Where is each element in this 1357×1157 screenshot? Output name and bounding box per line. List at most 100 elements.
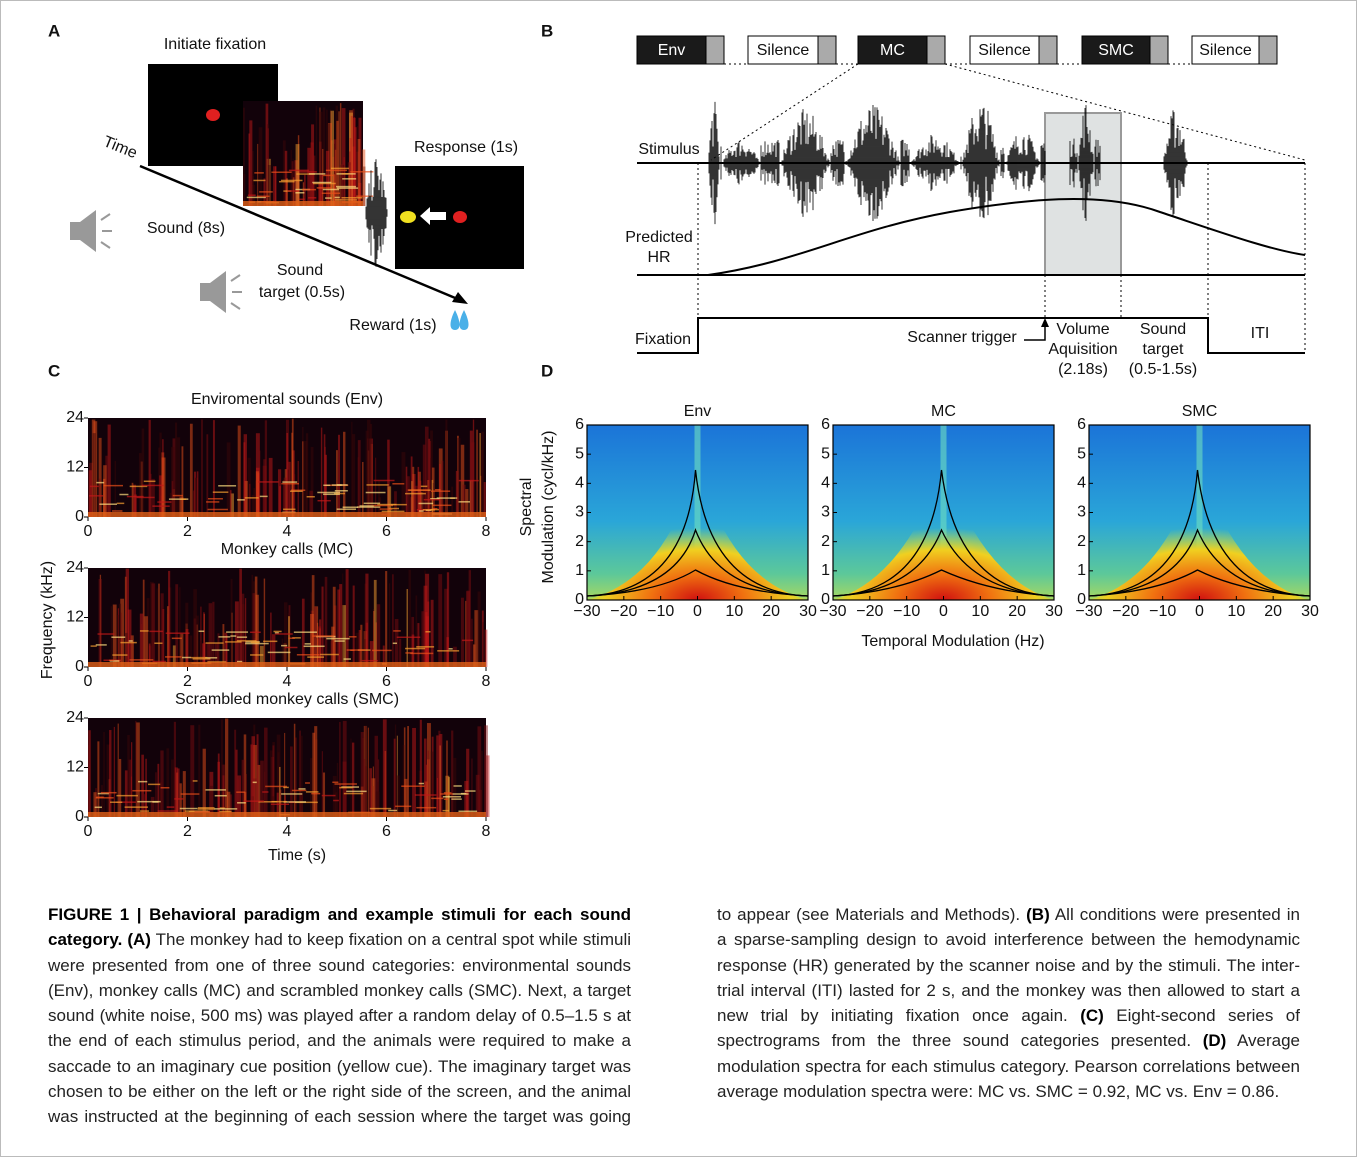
spectrogram-texture	[430, 751, 435, 817]
spectrogram-texture	[405, 492, 426, 495]
spectrogram-texture	[369, 641, 374, 667]
spectrogram-texture	[159, 475, 163, 517]
y-tick-label: 0	[575, 591, 584, 608]
spectrogram-texture	[410, 652, 434, 655]
spectrogram-texture	[305, 791, 319, 793]
spectrogram-texture	[360, 624, 363, 667]
block-tail	[1258, 35, 1278, 65]
spectrogram-texture	[458, 810, 478, 813]
spectrogram-texture	[198, 724, 201, 817]
contour	[1088, 469, 1311, 597]
spectrogram-texture	[320, 653, 339, 656]
spectrogram-texture	[291, 489, 306, 491]
spectrogram-texture	[423, 738, 427, 817]
spectrogram-texture	[111, 636, 126, 638]
spectrogram-texture	[279, 486, 281, 517]
spectrogram-texture	[196, 471, 199, 517]
spectrogram-texture	[148, 419, 151, 517]
spectrogram-texture	[394, 724, 397, 817]
spectrogram-texture	[236, 791, 245, 793]
panel-label: D	[541, 361, 553, 380]
spectrogram-texture	[430, 490, 451, 492]
y-tick-label: 5	[575, 445, 584, 462]
spectrogram-texture	[94, 806, 102, 809]
spectrogram-texture	[312, 181, 332, 184]
axis-label: Frequency (kHz)	[39, 561, 56, 679]
spectrogram-texture	[453, 785, 462, 787]
spectrogram-texture	[169, 492, 172, 517]
spectrogram-texture	[250, 631, 261, 634]
x-tick-label: 0	[693, 603, 702, 620]
spectrogram-texture	[436, 777, 438, 817]
spectrogram-texture	[185, 629, 189, 667]
x-tick-label: 20	[762, 603, 780, 620]
label: Predicted	[625, 229, 693, 246]
spectrogram-texture	[407, 726, 409, 817]
spectrogram-texture	[466, 590, 470, 667]
label: Sound (8s)	[147, 220, 225, 237]
spectrogram-texture	[290, 746, 293, 817]
spectrogram-texture	[351, 742, 355, 817]
waveform	[365, 159, 388, 267]
spectrogram-texture	[322, 772, 326, 817]
spectrogram-texture	[271, 796, 275, 817]
block-tail	[1149, 35, 1169, 65]
spectrogram-texture	[317, 622, 319, 667]
caption-bold: FIGURE 1 | Behavioral paradigm and examp…	[48, 905, 631, 950]
spectrogram-texture	[237, 779, 240, 817]
spectrogram-texture	[103, 731, 105, 817]
spectrogram-texture	[237, 499, 245, 501]
spectrogram-texture	[206, 501, 220, 503]
panel-title: Env	[684, 403, 712, 420]
hot-region	[1089, 480, 1310, 600]
spectrogram-texture	[375, 457, 377, 517]
caption-bold: (D)	[1202, 1031, 1227, 1051]
spectrogram-texture	[464, 790, 476, 792]
spectrogram-texture	[444, 588, 448, 667]
spectrogram-texture	[432, 504, 452, 507]
spectrogram-texture	[321, 192, 341, 195]
spectrogram-texture	[90, 645, 97, 647]
spectrogram-texture	[388, 583, 391, 667]
spectrogram-texture	[304, 440, 308, 517]
spectrogram-texture	[143, 794, 146, 817]
spectrogram-texture	[325, 169, 348, 172]
spectrogram-texture	[165, 632, 190, 634]
sound-waves	[100, 213, 242, 310]
spectrogram-texture	[399, 638, 402, 667]
spectrogram-texture	[148, 783, 161, 786]
spectrogram-texture	[218, 485, 237, 487]
spectrogram-texture	[321, 794, 336, 797]
spectrogram-texture	[198, 630, 205, 633]
spectrogram-texture	[315, 105, 318, 206]
spectrogram-texture	[317, 499, 331, 502]
label: Aquisition	[1048, 341, 1117, 358]
spectrogram-texture	[480, 750, 483, 817]
y-tick-label: 0	[1077, 591, 1086, 608]
x-tick-label: −20	[610, 603, 637, 620]
time-arrow	[139, 164, 461, 302]
spectrogram-texture	[112, 654, 128, 656]
spectrogram-texture	[157, 501, 172, 503]
spectrogram-texture	[290, 169, 294, 206]
spectrogram-texture	[361, 659, 378, 662]
spectrogram-texture	[262, 465, 267, 517]
spectrogram-texture	[156, 588, 158, 667]
y-tick-label: 1	[575, 562, 584, 579]
spectrogram-texture	[323, 493, 340, 496]
spectrogram-texture	[281, 793, 303, 795]
spectrogram-texture	[166, 806, 175, 808]
spectrogram-texture	[179, 587, 181, 667]
spectrogram-texture	[352, 585, 355, 667]
spectrogram-texture	[414, 485, 419, 517]
spectrogram-texture	[297, 460, 299, 517]
spectrogram-texture	[120, 641, 137, 644]
spectrogram-texture	[396, 636, 421, 639]
y-tick-label: 2	[821, 533, 830, 550]
spectrogram-texture	[274, 632, 279, 634]
label: Reward (1s)	[349, 317, 436, 334]
spectrogram-texture	[351, 434, 356, 517]
spectrogram-texture	[295, 192, 305, 194]
spectrogram-texture	[127, 609, 132, 667]
